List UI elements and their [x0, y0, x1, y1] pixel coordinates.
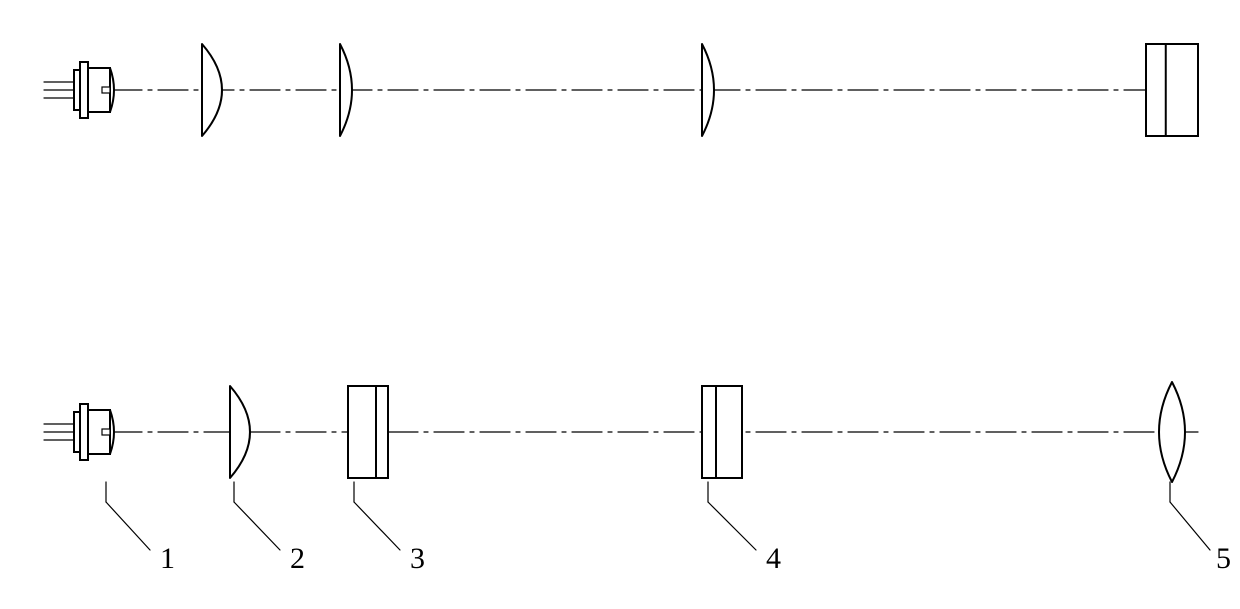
svg-text:3: 3: [410, 542, 425, 575]
svg-text:5: 5: [1216, 542, 1231, 575]
svg-text:4: 4: [766, 542, 781, 575]
svg-text:1: 1: [160, 542, 175, 575]
svg-text:2: 2: [290, 542, 305, 575]
